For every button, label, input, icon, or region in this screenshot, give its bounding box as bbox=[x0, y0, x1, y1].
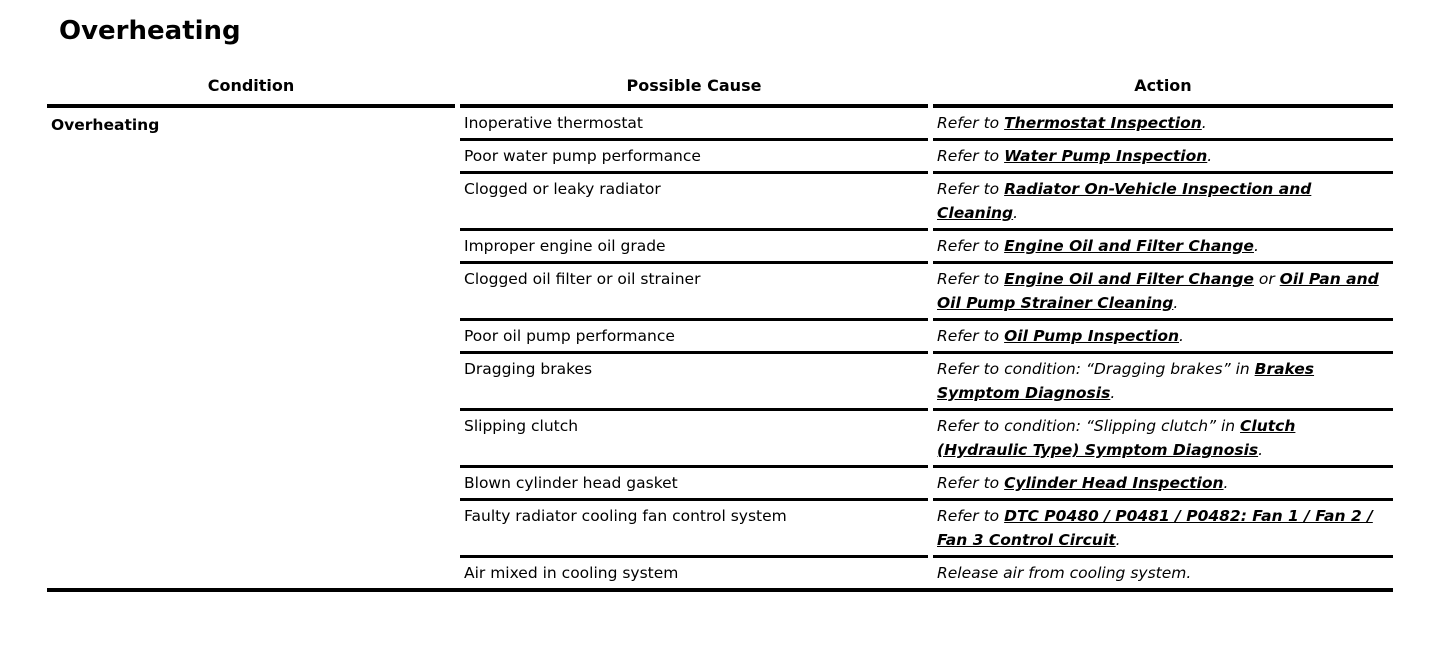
action-text: Refer to bbox=[937, 327, 1005, 345]
table-row: Clogged oil filter or oil strainer Refer … bbox=[460, 261, 1393, 318]
action-text: . bbox=[1173, 294, 1179, 312]
table-row: Dragging brakes Refer to condition: “Drag… bbox=[460, 351, 1393, 408]
cause-cell: Slipping clutch bbox=[460, 408, 928, 465]
action-text: . bbox=[1207, 147, 1213, 165]
action-cell: Refer to Cylinder Head Inspection. bbox=[933, 465, 1393, 498]
table-body-rows: Inoperative thermostat Refer to Thermosta… bbox=[460, 104, 1393, 588]
condition-cell: Overheating bbox=[47, 104, 455, 588]
action-link[interactable]: Oil Pan and Oil Pump Strainer Cleaning bbox=[937, 270, 1379, 312]
action-text: or bbox=[1253, 270, 1280, 288]
action-cell: Refer to condition: “Dragging brakes” in… bbox=[933, 351, 1393, 408]
page-title: Overheating bbox=[59, 16, 241, 46]
action-cell: Refer to Oil Pump Inspection. bbox=[933, 318, 1393, 351]
action-text: Refer to condition: “Slipping clutch” in bbox=[937, 417, 1241, 435]
action-link[interactable]: Brakes Symptom Diagnosis bbox=[937, 360, 1315, 402]
table-row: Air mixed in cooling system Release air f… bbox=[460, 555, 1393, 588]
action-link[interactable]: Thermostat Inspection bbox=[1004, 114, 1202, 132]
action-link[interactable]: Oil Pump Inspection bbox=[1004, 327, 1180, 345]
action-link[interactable]: Engine Oil and Filter Change bbox=[1004, 237, 1254, 255]
action-cell: Refer to Thermostat Inspection. bbox=[933, 104, 1393, 138]
action-text: . bbox=[1013, 204, 1019, 222]
cause-cell: Air mixed in cooling system bbox=[460, 555, 928, 588]
action-cell: Refer to Engine Oil and Filter Change or… bbox=[933, 261, 1393, 318]
action-link[interactable]: DTC P0480 / P0481 / P0482: Fan 1 / Fan 2… bbox=[937, 507, 1373, 549]
action-text: Refer to bbox=[937, 507, 1005, 525]
action-cell: Refer to Radiator On-Vehicle Inspection … bbox=[933, 171, 1393, 228]
action-text: . bbox=[1110, 384, 1116, 402]
action-cell: Refer to Engine Oil and Filter Change. bbox=[933, 228, 1393, 261]
action-text: Refer to condition: “Dragging brakes” in bbox=[937, 360, 1255, 378]
table-row: Improper engine oil grade Refer to Engine… bbox=[460, 228, 1393, 261]
action-link[interactable]: Radiator On-Vehicle Inspection and Clean… bbox=[937, 180, 1312, 222]
cause-cell: Dragging brakes bbox=[460, 351, 928, 408]
action-cell: Release air from cooling system. bbox=[933, 555, 1393, 588]
cause-cell: Poor oil pump performance bbox=[460, 318, 928, 351]
table-body: Overheating Inoperative thermostat Refer … bbox=[47, 104, 1393, 588]
action-text: Refer to bbox=[937, 147, 1005, 165]
action-text: . bbox=[1179, 327, 1184, 345]
cause-cell: Blown cylinder head gasket bbox=[460, 465, 928, 498]
action-text: . bbox=[1253, 237, 1259, 255]
table-row: Clogged or leaky radiator Refer to Radiat… bbox=[460, 171, 1393, 228]
action-link[interactable]: Clutch (Hydraulic Type) Symptom Diagnosi… bbox=[937, 417, 1296, 459]
action-text: . bbox=[1201, 114, 1207, 132]
action-link[interactable]: Cylinder Head Inspection bbox=[1004, 474, 1224, 492]
table-row: Poor water pump performance Refer to Wate… bbox=[460, 138, 1393, 171]
cause-cell: Faulty radiator cooling fan control syst… bbox=[460, 498, 928, 555]
action-link[interactable]: Water Pump Inspection bbox=[1004, 147, 1208, 165]
action-text: . bbox=[1258, 441, 1264, 459]
action-text: Refer to bbox=[937, 180, 1005, 198]
column-header-possible-cause: Possible Cause bbox=[626, 76, 762, 95]
cause-cell: Improper engine oil grade bbox=[460, 228, 928, 261]
table-row: Blown cylinder head gasket Refer to Cylin… bbox=[460, 465, 1393, 498]
column-header-condition: Condition bbox=[207, 76, 295, 95]
cause-cell: Poor water pump performance bbox=[460, 138, 928, 171]
cause-cell: Clogged or leaky radiator bbox=[460, 171, 928, 228]
diagnostic-table: Condition Possible Cause Action Overheat… bbox=[47, 70, 1393, 592]
table-row: Poor oil pump performance Refer to Oil Pu… bbox=[460, 318, 1393, 351]
action-text: Release air from cooling system. bbox=[937, 564, 1192, 582]
action-cell: Refer to Water Pump Inspection. bbox=[933, 138, 1393, 171]
action-cell: Refer to condition: “Slipping clutch” in… bbox=[933, 408, 1393, 465]
table-header-row: Condition Possible Cause Action bbox=[47, 70, 1393, 104]
cause-cell: Clogged oil filter or oil strainer bbox=[460, 261, 928, 318]
action-text: Refer to bbox=[937, 474, 1005, 492]
action-text: Refer to bbox=[937, 270, 1005, 288]
action-text: Refer to bbox=[937, 237, 1005, 255]
action-text: . bbox=[1223, 474, 1229, 492]
column-header-action: Action bbox=[1134, 76, 1192, 95]
action-text: Refer to bbox=[937, 114, 1005, 132]
table-row: Slipping clutch Refer to condition: “Slip… bbox=[460, 408, 1393, 465]
table-row: Faulty radiator cooling fan control syst… bbox=[460, 498, 1393, 555]
action-text: . bbox=[1115, 531, 1121, 549]
action-cell: Refer to DTC P0480 / P0481 / P0482: Fan … bbox=[933, 498, 1393, 555]
action-link[interactable]: Engine Oil and Filter Change bbox=[1004, 270, 1254, 288]
cause-cell: Inoperative thermostat bbox=[460, 104, 928, 138]
table-row: Inoperative thermostat Refer to Thermosta… bbox=[460, 104, 1393, 138]
